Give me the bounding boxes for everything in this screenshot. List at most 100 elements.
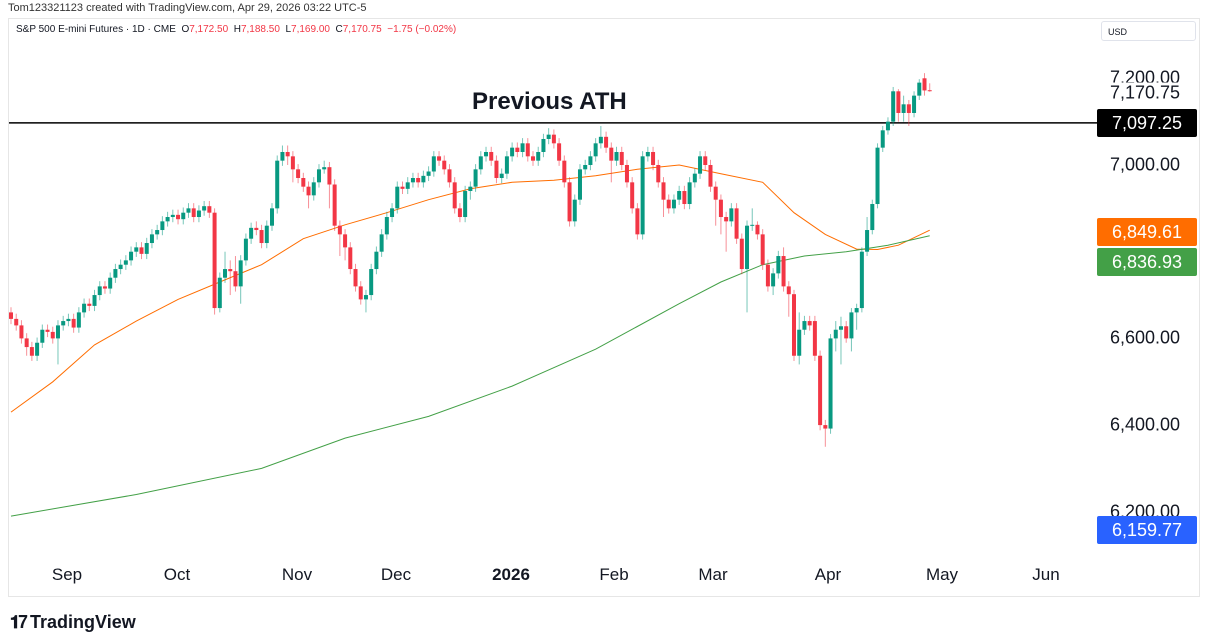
candle-up xyxy=(583,165,588,170)
candle-up xyxy=(645,151,650,157)
candle-down xyxy=(609,147,614,161)
candle-down xyxy=(760,234,765,265)
candle-up xyxy=(186,208,191,213)
candle-up xyxy=(196,210,201,218)
candle-up xyxy=(369,269,374,296)
previous-ath-annotation[interactable]: Previous ATH xyxy=(472,88,627,115)
candle-down xyxy=(358,286,363,300)
candle-up xyxy=(316,169,321,183)
candle-down xyxy=(844,326,849,339)
candle-down xyxy=(906,104,911,113)
candle-down xyxy=(228,269,233,272)
candle-up xyxy=(243,238,248,261)
candle-down xyxy=(755,224,760,235)
chart-credit: Tom123321123 created with TradingView.co… xyxy=(8,2,367,14)
candle-down xyxy=(515,147,520,152)
candle-down xyxy=(343,234,348,248)
candle-up xyxy=(504,156,509,174)
candle-up xyxy=(379,234,384,252)
candle-down xyxy=(713,186,718,200)
candle-up xyxy=(870,204,875,231)
candle-down xyxy=(734,208,739,239)
candle-up xyxy=(426,171,431,176)
candle-up xyxy=(322,167,327,170)
candle-down xyxy=(353,269,358,287)
candle-up xyxy=(901,104,906,113)
candle-up xyxy=(410,178,415,183)
candle-up xyxy=(275,160,280,209)
candle-up xyxy=(854,308,859,313)
candle-down xyxy=(812,321,817,356)
time-tick-label: Oct xyxy=(163,565,191,584)
tradingview-logo-icon: 𝟏7 xyxy=(10,612,28,632)
moving-average-fast-line xyxy=(10,164,930,413)
candle-up xyxy=(865,230,870,252)
candle-up xyxy=(729,208,734,222)
candle-up xyxy=(61,321,66,326)
candle-up xyxy=(771,273,776,287)
candle-up xyxy=(687,182,692,205)
candle-up xyxy=(165,217,170,222)
candle-down xyxy=(624,165,629,183)
candle-down xyxy=(818,355,823,426)
candle-up xyxy=(833,329,838,339)
candle-up xyxy=(880,130,885,148)
candle-down xyxy=(765,264,770,287)
candle-up xyxy=(541,138,546,152)
price-tick-label: 7,000.00 xyxy=(1110,154,1181,175)
candle-down xyxy=(50,331,55,339)
candle-up xyxy=(280,151,285,161)
candle-up xyxy=(405,182,410,189)
candle-up xyxy=(598,136,603,144)
candle-down xyxy=(739,238,744,270)
open-label: O xyxy=(181,24,190,35)
candle-up xyxy=(144,243,149,254)
candle-up xyxy=(828,338,833,429)
currency-selector[interactable]: USD xyxy=(1101,21,1196,41)
candle-down xyxy=(531,156,535,161)
candle-up xyxy=(577,169,582,200)
candle-up xyxy=(384,217,389,235)
candle-down xyxy=(525,143,530,157)
candle-up xyxy=(750,224,755,226)
candle-up xyxy=(572,199,577,222)
candle-up xyxy=(546,134,551,139)
price-tick-label: 6,600.00 xyxy=(1110,327,1181,348)
candle-down xyxy=(14,318,19,326)
symbol-name[interactable]: S&P 500 E-mini Futures · 1D · CME xyxy=(16,24,176,35)
candle-up xyxy=(671,199,676,209)
candle-down xyxy=(254,227,259,231)
candle-down xyxy=(442,160,447,170)
candle-up xyxy=(202,206,207,211)
footer-brand[interactable]: 𝟏7 TradingView xyxy=(10,612,136,633)
candle-up xyxy=(588,156,593,165)
candle-down xyxy=(29,347,34,356)
candle-up xyxy=(264,225,269,244)
candle-down xyxy=(922,78,927,91)
candle-down xyxy=(567,182,572,222)
candle-down xyxy=(494,160,499,179)
candle-up xyxy=(912,95,917,113)
candle-down xyxy=(87,303,92,306)
change-value: −1.75 (−0.02%) xyxy=(387,24,457,35)
candle-down xyxy=(656,165,661,183)
candle-down xyxy=(71,318,76,328)
candle-up xyxy=(113,269,118,278)
candle-down xyxy=(557,143,562,161)
candle-down xyxy=(285,151,290,157)
candle-up xyxy=(463,191,468,218)
candle-up xyxy=(838,326,843,330)
candle-up xyxy=(484,151,489,157)
candle-down xyxy=(416,178,421,183)
candle-up xyxy=(593,143,598,157)
candle-up xyxy=(238,260,243,287)
candle-up xyxy=(108,277,113,289)
candle-down xyxy=(45,329,50,332)
open-value: 7,172.50 xyxy=(189,24,229,35)
time-tick-label: Sep xyxy=(51,565,83,584)
candle-down xyxy=(233,271,238,287)
candle-down xyxy=(489,151,494,161)
candle-up xyxy=(859,251,864,309)
candle-down xyxy=(437,156,442,161)
